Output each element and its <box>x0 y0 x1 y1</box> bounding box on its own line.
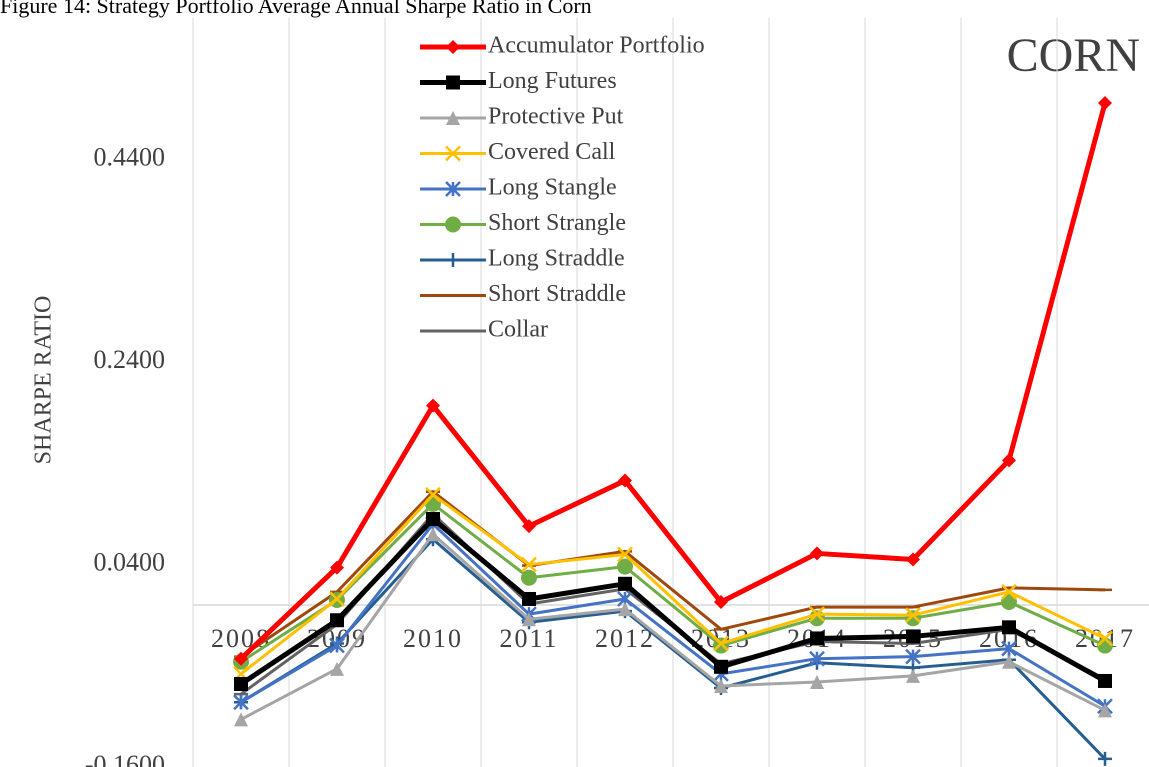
legend-label: Long Futures <box>488 68 617 94</box>
marker <box>425 486 441 503</box>
marker <box>329 637 345 654</box>
marker <box>1097 630 1113 647</box>
legend-marker <box>446 75 460 90</box>
chart-title: Figure 14: Strategy Portfolio Average An… <box>0 0 592 18</box>
marker <box>810 674 824 689</box>
marker <box>521 556 537 573</box>
y-tick-label: 0.4400 <box>94 143 166 172</box>
series-line <box>240 493 1106 676</box>
marker <box>810 546 824 561</box>
marker <box>330 560 344 575</box>
marker <box>426 398 440 413</box>
marker <box>522 612 536 627</box>
marker <box>617 546 633 563</box>
marker <box>1001 584 1017 600</box>
marker <box>330 613 344 628</box>
marker <box>234 651 248 666</box>
legend-marker <box>446 111 460 125</box>
marker <box>1098 703 1112 718</box>
series-line <box>240 537 1107 760</box>
legend-marker <box>445 181 461 197</box>
legend-label: Short Strangle <box>488 210 626 236</box>
series-line <box>240 532 1106 721</box>
marker <box>330 661 344 676</box>
series-line <box>239 102 1108 661</box>
series-line <box>240 490 1106 658</box>
legend-label: Long Stangle <box>488 175 617 201</box>
marker <box>906 552 920 567</box>
marker <box>1098 751 1112 766</box>
legend-marker <box>446 253 460 267</box>
series-line <box>239 516 1107 687</box>
marker <box>1002 453 1016 468</box>
marker <box>618 473 632 488</box>
legend-marker <box>446 40 460 54</box>
series-line <box>240 522 1106 708</box>
marker <box>1098 673 1112 688</box>
marker <box>522 591 536 606</box>
marker <box>522 519 536 534</box>
marker <box>617 558 633 575</box>
series <box>234 512 1112 692</box>
marker <box>809 606 825 623</box>
marker <box>1001 594 1017 611</box>
series <box>233 486 1113 682</box>
marker <box>906 668 920 683</box>
x-tick-label: 2012 <box>595 624 655 653</box>
marker <box>1002 654 1016 669</box>
legend-marker <box>445 216 461 233</box>
marker <box>714 595 728 610</box>
legend-label: Covered Call <box>488 139 616 165</box>
y-axis-label: SHARPE RATIO <box>31 296 57 465</box>
marker <box>426 527 440 542</box>
annotation: CORN <box>1007 29 1140 82</box>
marker <box>905 607 921 624</box>
legend-label: Long Straddle <box>488 246 625 272</box>
series <box>234 96 1112 666</box>
marker <box>714 679 728 694</box>
marker <box>1002 620 1016 635</box>
marker <box>906 629 920 644</box>
series <box>234 527 1112 727</box>
marker <box>1098 96 1112 111</box>
legend-label: Collar <box>488 317 548 343</box>
marker <box>810 631 824 646</box>
legend-label: Accumulator Portfolio <box>488 33 705 59</box>
marker <box>234 677 248 692</box>
y-tick-label: 0.2400 <box>94 345 166 374</box>
marker <box>426 512 440 527</box>
marker <box>234 712 248 727</box>
series-line <box>240 502 1106 663</box>
marker <box>521 569 537 586</box>
legend-label: Short Straddle <box>488 281 626 307</box>
marker <box>809 650 825 667</box>
x-tick-label: 2010 <box>403 624 463 653</box>
marker <box>905 648 921 665</box>
marker <box>1001 640 1017 657</box>
marker <box>233 694 249 711</box>
marker <box>618 602 632 617</box>
marker <box>329 591 345 607</box>
marker <box>713 635 729 652</box>
y-tick-label: 0.0400 <box>94 548 166 577</box>
y-tick-label: -0.1600 <box>85 750 165 767</box>
marker <box>714 659 728 674</box>
legend-label: Protective Put <box>488 104 624 130</box>
marker <box>618 576 632 591</box>
legend-marker <box>445 145 461 162</box>
